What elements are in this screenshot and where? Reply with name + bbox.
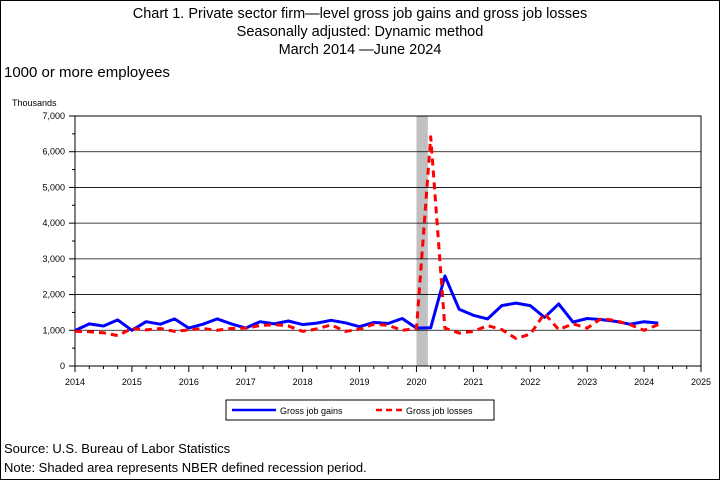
x-tick-label: 2020 (406, 377, 426, 387)
y-tick-label: 0 (60, 361, 65, 371)
y-axis-unit-label: Thousands (12, 98, 57, 108)
x-tick-label: 2023 (577, 377, 597, 387)
source-note: Source: U.S. Bureau of Labor Statistics (4, 441, 231, 456)
y-tick-label: 3,000 (42, 254, 65, 264)
x-tick-label: 2014 (65, 377, 85, 387)
x-tick-label: 2021 (463, 377, 483, 387)
x-tick-label: 2024 (634, 377, 654, 387)
y-tick-label: 6,000 (42, 147, 65, 157)
legend-label: Gross job losses (406, 406, 473, 416)
x-tick-label: 2022 (520, 377, 540, 387)
plot-area-border (74, 115, 702, 367)
x-tick-label: 2016 (179, 377, 199, 387)
y-tick-label: 7,000 (42, 111, 65, 121)
x-tick-label: 2019 (350, 377, 370, 387)
x-tick-label: 2015 (122, 377, 142, 387)
chart-subtitle: 1000 or more employees (4, 64, 170, 81)
y-tick-label: 1,000 (42, 325, 65, 335)
series-line-gross-job-gains (74, 274, 659, 332)
y-tick-label: 2,000 (42, 290, 65, 300)
recession-note: Note: Shaded area represents NBER define… (4, 460, 367, 475)
y-tick-label: 4,000 (42, 218, 65, 228)
chart-title-line-3: March 2014 —June 2024 (278, 42, 442, 58)
x-tick-label: 2025 (691, 377, 711, 387)
chart-title-line-2: Seasonally adjusted: Dynamic method (236, 24, 484, 40)
series-line-gross-job-losses (74, 135, 659, 340)
legend-label: Gross job gains (280, 406, 343, 416)
x-tick-label: 2017 (236, 377, 256, 387)
x-tick-label: 2018 (293, 377, 313, 387)
legend-box (225, 399, 495, 421)
y-tick-label: 5,000 (42, 182, 65, 192)
chart-title-line-1: Chart 1. Private sector firm—level gross… (132, 6, 588, 22)
